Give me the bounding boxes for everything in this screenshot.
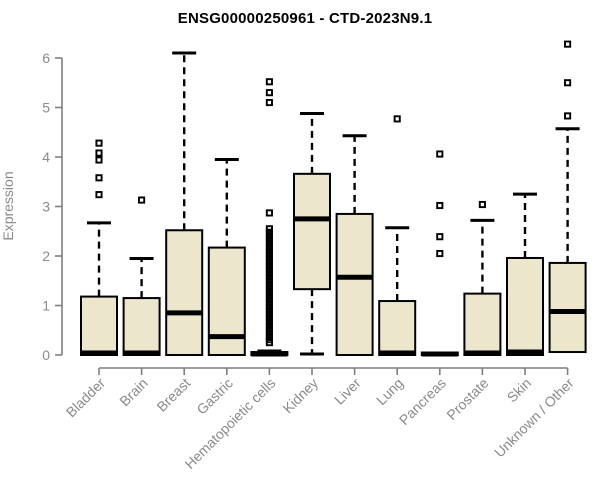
outlier-point [393, 115, 401, 123]
box-group [463, 200, 502, 356]
outlier-point [95, 156, 103, 164]
box-group [548, 40, 587, 354]
box-iqr [378, 300, 417, 357]
box-iqr [165, 229, 204, 356]
x-tick-label: Brain [116, 375, 150, 409]
y-tick-label: 1 [42, 298, 50, 314]
outlier-point [564, 40, 572, 48]
x-tick-label: Kidney [280, 375, 322, 417]
box-iqr [335, 212, 374, 356]
box-group [80, 139, 118, 356]
y-tick-label: 4 [42, 149, 50, 165]
outlier-point [265, 339, 273, 347]
x-tick-label: Breast [153, 375, 193, 415]
box-group [420, 150, 459, 357]
outlier-point [265, 98, 273, 107]
outlier-point [265, 209, 273, 217]
box-group [378, 115, 417, 357]
box-iqr [506, 256, 544, 357]
y-tick-label: 6 [42, 50, 50, 66]
outlier-point [95, 139, 103, 147]
box-group [207, 157, 246, 357]
box-iqr [463, 292, 502, 356]
outlier-point [265, 89, 273, 97]
box-group [293, 111, 331, 356]
outlier-point [564, 112, 572, 120]
x-tick-label: Bladder [63, 375, 109, 421]
box-group [506, 192, 544, 357]
chart-title: ENSG00000250961 - CTD-2023N9.1 [177, 10, 433, 27]
y-axis: 0 1 2 3 4 5 6 [42, 50, 63, 363]
x-tick-label: Unknown / Other [491, 375, 577, 461]
outlier-point [436, 233, 444, 241]
y-tick-label: 5 [42, 100, 50, 116]
box-iqr [122, 297, 161, 357]
outlier-point [95, 174, 103, 182]
outlier-point [478, 200, 486, 209]
outlier-point [436, 249, 444, 258]
outlier-point [265, 78, 273, 86]
outlier-point [564, 79, 572, 87]
outlier-point [436, 201, 444, 210]
box-group [122, 196, 161, 357]
outlier-point [138, 196, 146, 204]
box-group [335, 134, 374, 356]
x-tick-label: Pancreas [396, 375, 449, 428]
outlier-point [95, 191, 103, 199]
x-tick-label: Liver [331, 375, 364, 408]
x-tick-label: Lung [373, 375, 406, 408]
outlier-point [95, 149, 103, 157]
x-tick-label: Skin [504, 375, 535, 406]
outlier-point [436, 150, 444, 158]
y-tick-label: 3 [42, 199, 50, 215]
y-tick-label: 2 [42, 248, 50, 264]
x-tick-label: Gastric [193, 375, 236, 418]
y-tick-label: 0 [42, 347, 50, 363]
box-iqr [548, 261, 587, 354]
box-iqr [80, 295, 118, 356]
x-tick-label: Prostate [443, 375, 491, 423]
box-iqr [293, 172, 331, 291]
box-group [165, 51, 204, 356]
box-group [250, 78, 289, 357]
